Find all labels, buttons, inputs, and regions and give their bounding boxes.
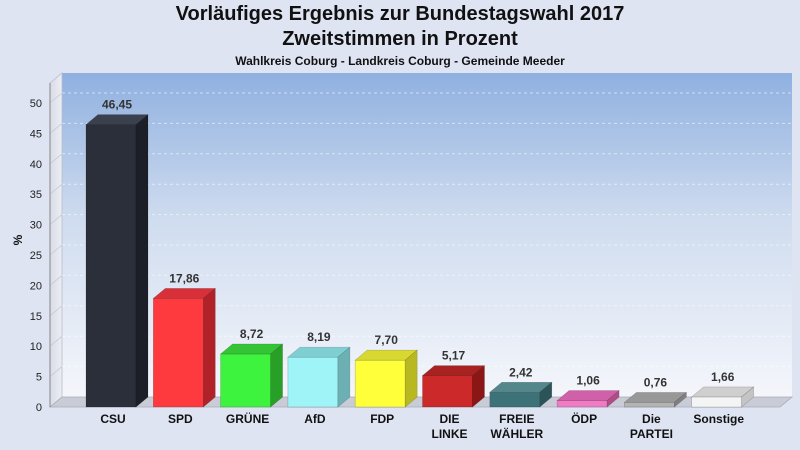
bar-side (135, 113, 149, 408)
bar (354, 359, 406, 408)
x-tick-label: FREIE (499, 412, 534, 426)
gridline-side (49, 275, 63, 286)
plot-left-wall (49, 72, 63, 408)
x-tick-label: AfD (304, 412, 326, 426)
bar (691, 396, 743, 408)
bar-value-label: 8,19 (307, 330, 331, 344)
y-tick-label: 10 (30, 341, 42, 353)
gridline-side (49, 183, 63, 195)
bar-side (674, 391, 687, 408)
y-axis-label: % (11, 234, 25, 245)
bar-value-label: 8,72 (240, 327, 264, 341)
chart-title-line2: Zweitstimmen in Prozent (282, 28, 518, 50)
bar-value-label: 1,06 (576, 374, 600, 388)
gridline-side (49, 92, 63, 104)
gridline-side (49, 335, 63, 347)
y-tick-label: 35 (30, 189, 42, 201)
bar-side (472, 364, 485, 408)
bar (489, 391, 541, 408)
bar (422, 375, 473, 408)
x-tick-label: FDP (370, 412, 394, 426)
bar-value-label: 17,86 (169, 271, 199, 285)
bar-value-label: 0,76 (644, 375, 668, 389)
bar (624, 402, 675, 408)
x-tick-label: Die (642, 412, 661, 426)
bar-value-label: 7,70 (375, 333, 399, 347)
x-tick-label: Sonstige (693, 412, 744, 426)
x-tick-label: GRÜNE (226, 411, 269, 426)
y-tick-label: 15 (30, 311, 42, 323)
y-tick-label: 30 (30, 220, 42, 232)
y-tick-label: 25 (30, 250, 42, 262)
bar-side (539, 381, 553, 408)
gridline-side (49, 244, 63, 256)
bar-side (404, 349, 418, 408)
gridline-side (49, 123, 63, 134)
bar (556, 400, 608, 408)
y-tick-label: 45 (30, 128, 42, 140)
bar (220, 353, 271, 408)
gridline-side (49, 153, 63, 165)
y-tick-label: 5 (36, 372, 42, 384)
y-tick-label: 0 (36, 402, 42, 414)
bar (287, 356, 339, 408)
bar-side (203, 287, 216, 408)
bar-value-label: 1,66 (711, 370, 735, 384)
bar-value-label: 5,17 (442, 349, 466, 363)
x-tick-label: PARTEI (630, 427, 673, 441)
y-tick-label: 40 (30, 159, 42, 171)
x-tick-label: CSU (100, 412, 125, 426)
x-tick-label: DIE (439, 412, 459, 426)
gridline-side (49, 305, 63, 317)
gridline-side (49, 366, 63, 377)
x-tick-label: ÖDP (571, 411, 597, 426)
gridline-side (49, 214, 63, 225)
bar-side (606, 389, 620, 408)
bar (153, 298, 204, 408)
bar-side (337, 346, 351, 408)
x-tick-label: WÄHLER (490, 426, 543, 441)
chart-subtitle: Wahlkreis Coburg - Landkreis Coburg - Ge… (235, 54, 565, 68)
bar-value-label: 46,45 (102, 98, 132, 112)
chart-title-line1: Vorläufiges Ergebnis zur Bundestagswahl … (175, 3, 625, 25)
bar (85, 124, 137, 408)
bar-value-label: 2,42 (509, 365, 533, 379)
y-tick-label: 50 (30, 98, 42, 110)
bar-side (741, 386, 755, 408)
x-tick-label: SPD (168, 412, 193, 426)
x-tick-label: LINKE (432, 427, 468, 441)
bar-side (270, 343, 283, 408)
y-tick-label: 20 (30, 280, 42, 292)
